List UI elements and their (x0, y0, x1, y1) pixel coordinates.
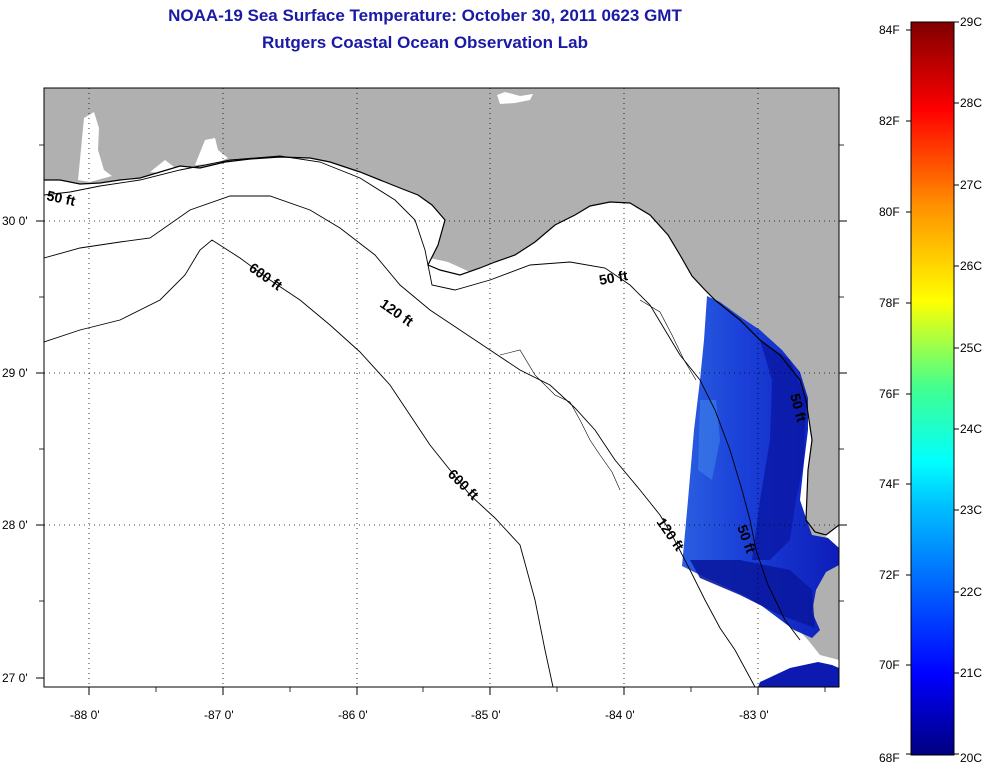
lon-tick-label: -88 0' (70, 708, 100, 722)
lon-tick-label: -87 0' (204, 708, 234, 722)
contour-label: 50 ft (598, 267, 629, 288)
colorbar-c-label: 29C (960, 15, 982, 29)
colorbar-f-label: 82F (879, 114, 900, 128)
colorbar-f-label: 72F (879, 568, 900, 582)
colorbar-c-label: 28C (960, 96, 982, 110)
lat-tick-label: 30 0' (2, 214, 28, 228)
map-subtitle: Rutgers Coastal Ocean Observation Lab (262, 33, 588, 52)
lon-tick-label: -83 0' (739, 708, 769, 722)
lon-tick-label: -86 0' (338, 708, 368, 722)
lat-tick-label: 29 0' (2, 366, 28, 380)
colorbar-f-label: 84F (879, 23, 900, 37)
colorbar-c-label: 24C (960, 422, 982, 436)
colorbar-c-label: 26C (960, 259, 982, 273)
colorbar-c-label: 23C (960, 503, 982, 517)
contour-label: 50 ft (787, 392, 810, 424)
map-frame: 50 ft 600 ft 120 ft 50 ft 600 ft 120 ft … (43, 87, 840, 688)
land-area (44, 88, 839, 535)
lat-tick-label: 27 0' (2, 671, 28, 685)
colorbar-f-label: 80F (879, 205, 900, 219)
lon-tick-label: -85 0' (471, 708, 501, 722)
colorbar-f-label: 68F (879, 751, 900, 765)
lat-tick-label: 28 0' (2, 518, 28, 532)
colorbar-c-label: 20C (960, 751, 982, 765)
colorbar-f-label: 74F (879, 477, 900, 491)
colorbar-c-label: 22C (960, 585, 982, 599)
colorbar: 84F 82F 80F 78F 76F 74F 72F 70F 68F 29C … (879, 15, 982, 765)
sst-swath (682, 296, 839, 638)
colorbar-f-label: 78F (879, 296, 900, 310)
map-title: NOAA-19 Sea Surface Temperature: October… (168, 6, 682, 25)
colorbar-c-label: 25C (960, 341, 982, 355)
colorbar-c-label: 27C (960, 178, 982, 192)
colorbar-c-label: 21C (960, 666, 982, 680)
colorbar-f-label: 76F (879, 387, 900, 401)
contour-label: 50 ft (45, 187, 77, 209)
colorbar-f-label: 70F (879, 658, 900, 672)
lon-tick-label: -84 0' (605, 708, 635, 722)
